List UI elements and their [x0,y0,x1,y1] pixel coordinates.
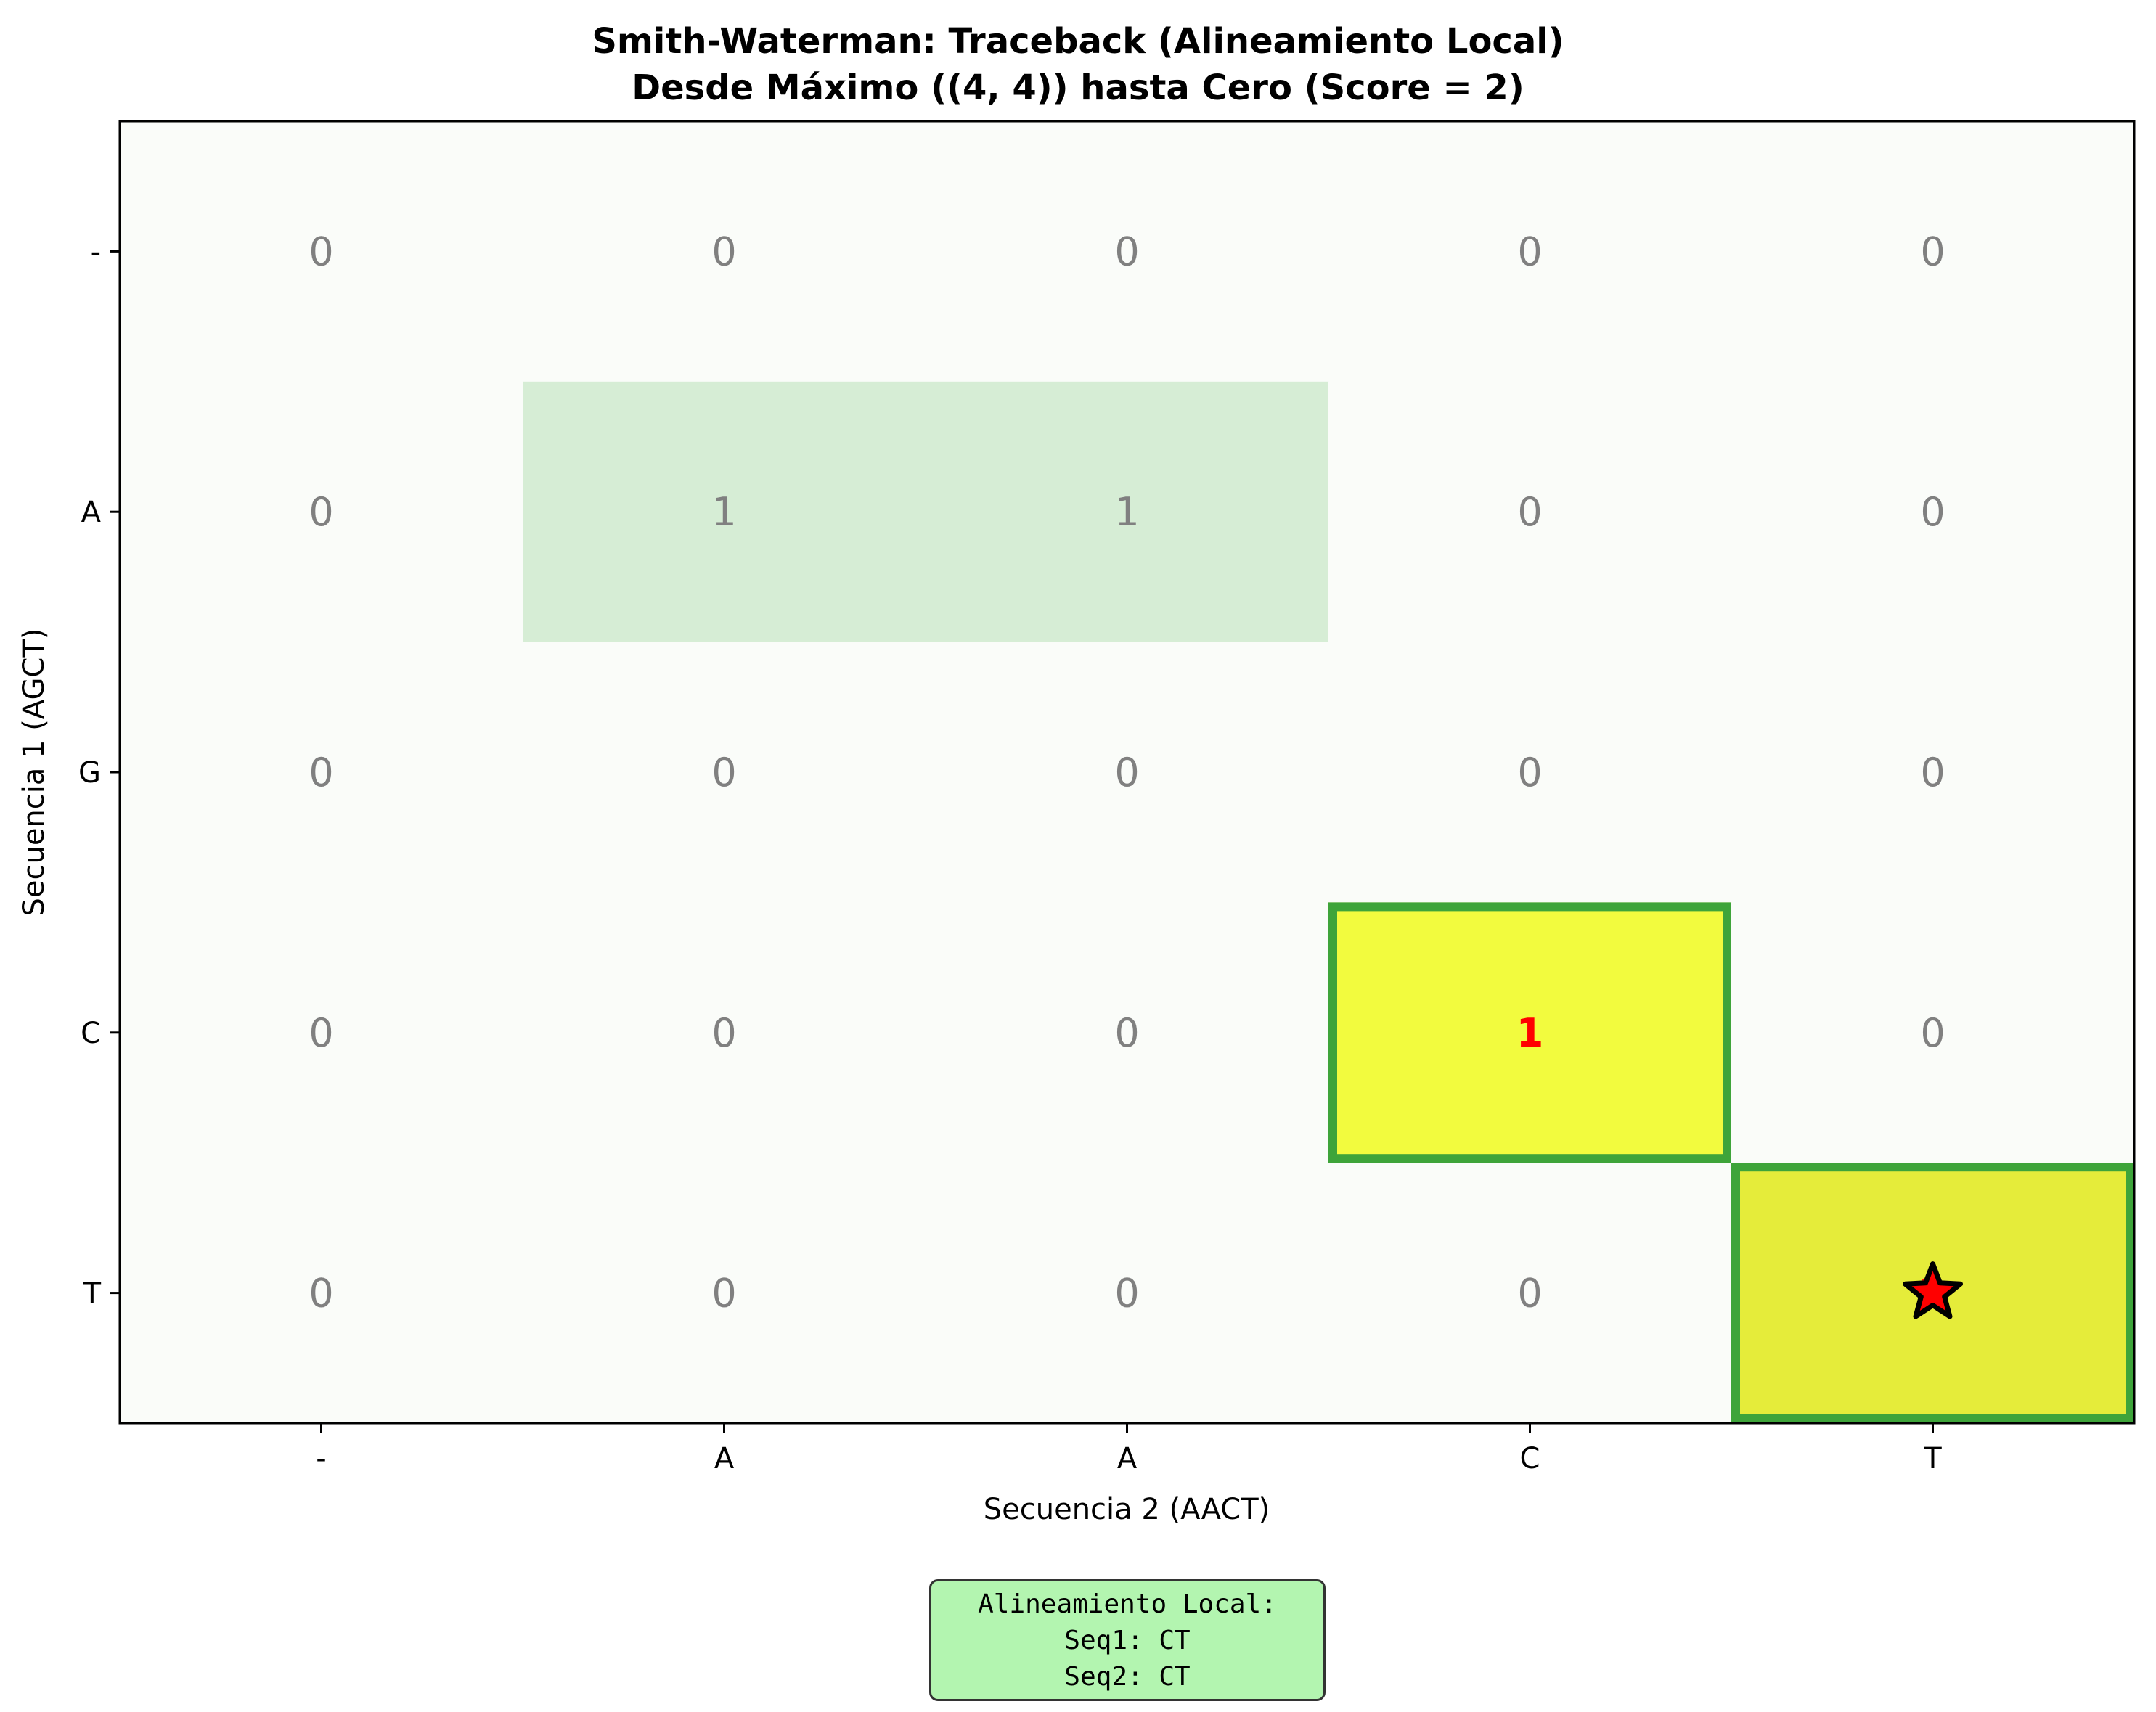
heatmap-cell [926,642,1329,903]
cell-value: 1 [1516,1010,1544,1056]
cell-value: 0 [711,750,736,795]
cell-value: 0 [1517,489,1542,535]
heatmap-cell [1328,121,1732,382]
heatmap-cells [120,121,2135,1424]
heatmap-cell [1731,381,2135,643]
heatmap-cell [120,642,523,903]
cell-value: 0 [1920,229,1945,274]
cell-value: 0 [711,1010,736,1056]
heatmap-cell [523,381,926,643]
x-tick-label: A [1117,1442,1138,1475]
cell-value: 0 [309,1271,333,1316]
cell-value: 0 [1517,229,1542,274]
x-tick-label: - [316,1442,326,1475]
cell-value: 0 [711,229,736,274]
cell-value: 0 [1114,750,1139,795]
y-tick-label: G [78,756,101,790]
heatmap-cell [1328,381,1732,643]
heatmap-cell [523,642,926,903]
heatmap-cell [1328,902,1732,1163]
chart-subtitle: Desde Máximo ((4, 4)) hasta Cero (Score … [632,67,1524,108]
y-tick-label: A [81,496,102,529]
y-axis-ticks: - A G C T [78,235,120,1311]
heatmap-cell [120,381,523,643]
traceback-path [1328,902,2134,1423]
summary-heading: Alineamiento Local: [978,1589,1277,1619]
summary-seq1: Seq1: CT [1064,1626,1191,1655]
traceback-cell-border [1328,902,1731,1163]
cell-value: 0 [1920,489,1945,535]
heatmap-cell [1731,902,2135,1163]
star-icon [1903,1261,1963,1319]
cell-values: 0000001100000000001000002 [309,229,1946,1316]
cell-value: 0 [309,489,333,535]
cell-value: 0 [1517,1271,1542,1316]
heatmap-cell [926,381,1329,643]
heatmap-cell [523,1163,926,1424]
heatmap-cell [120,1163,523,1424]
cell-value: 1 [711,489,736,535]
heatmap-cell [926,902,1329,1163]
y-tick-label: C [81,1017,101,1050]
heatmap-cell [926,1163,1329,1424]
chart-title: Smith-Waterman: Traceback (Alineamiento … [592,21,1564,62]
alignment-summary-box: Alineamiento Local: Seq1: CT Seq2: CT [929,1579,1326,1701]
cell-value: 1 [1114,489,1139,535]
heatmap-cell [523,902,926,1163]
heatmap-cell [120,902,523,1163]
traceback-cell-border [1731,1163,2134,1423]
heatmap-cell [1731,642,2135,903]
cell-value: 0 [711,1271,736,1316]
y-tick-label: - [91,235,101,269]
summary-seq2: Seq2: CT [1064,1662,1191,1692]
heatmap-cell [926,121,1329,382]
cell-value: 0 [1920,750,1945,795]
cell-value: 0 [309,229,333,274]
cell-value: 0 [1920,1010,1945,1056]
cell-value: 0 [1114,1010,1139,1056]
cell-value: 0 [309,750,333,795]
x-axis-label: Secuencia 2 (AACT) [984,1493,1270,1526]
heatmap-cell [1328,642,1732,903]
y-tick-label: T [83,1277,102,1311]
cell-value: 0 [1114,229,1139,274]
heatmap-cell [1731,121,2135,382]
heatmap-cell [523,121,926,382]
heatmap-cell [120,121,523,382]
y-axis-label: Secuencia 1 (AGCT) [17,628,51,916]
heatmap-cell [1328,1163,1732,1424]
x-tick-label: A [714,1442,735,1475]
max-cell-marker [1903,1261,1963,1319]
x-tick-label: C [1520,1442,1540,1475]
cell-value: 0 [1517,750,1542,795]
cell-value: 0 [309,1010,333,1056]
x-tick-label: T [1923,1442,1942,1475]
cell-value: 0 [1114,1271,1139,1316]
